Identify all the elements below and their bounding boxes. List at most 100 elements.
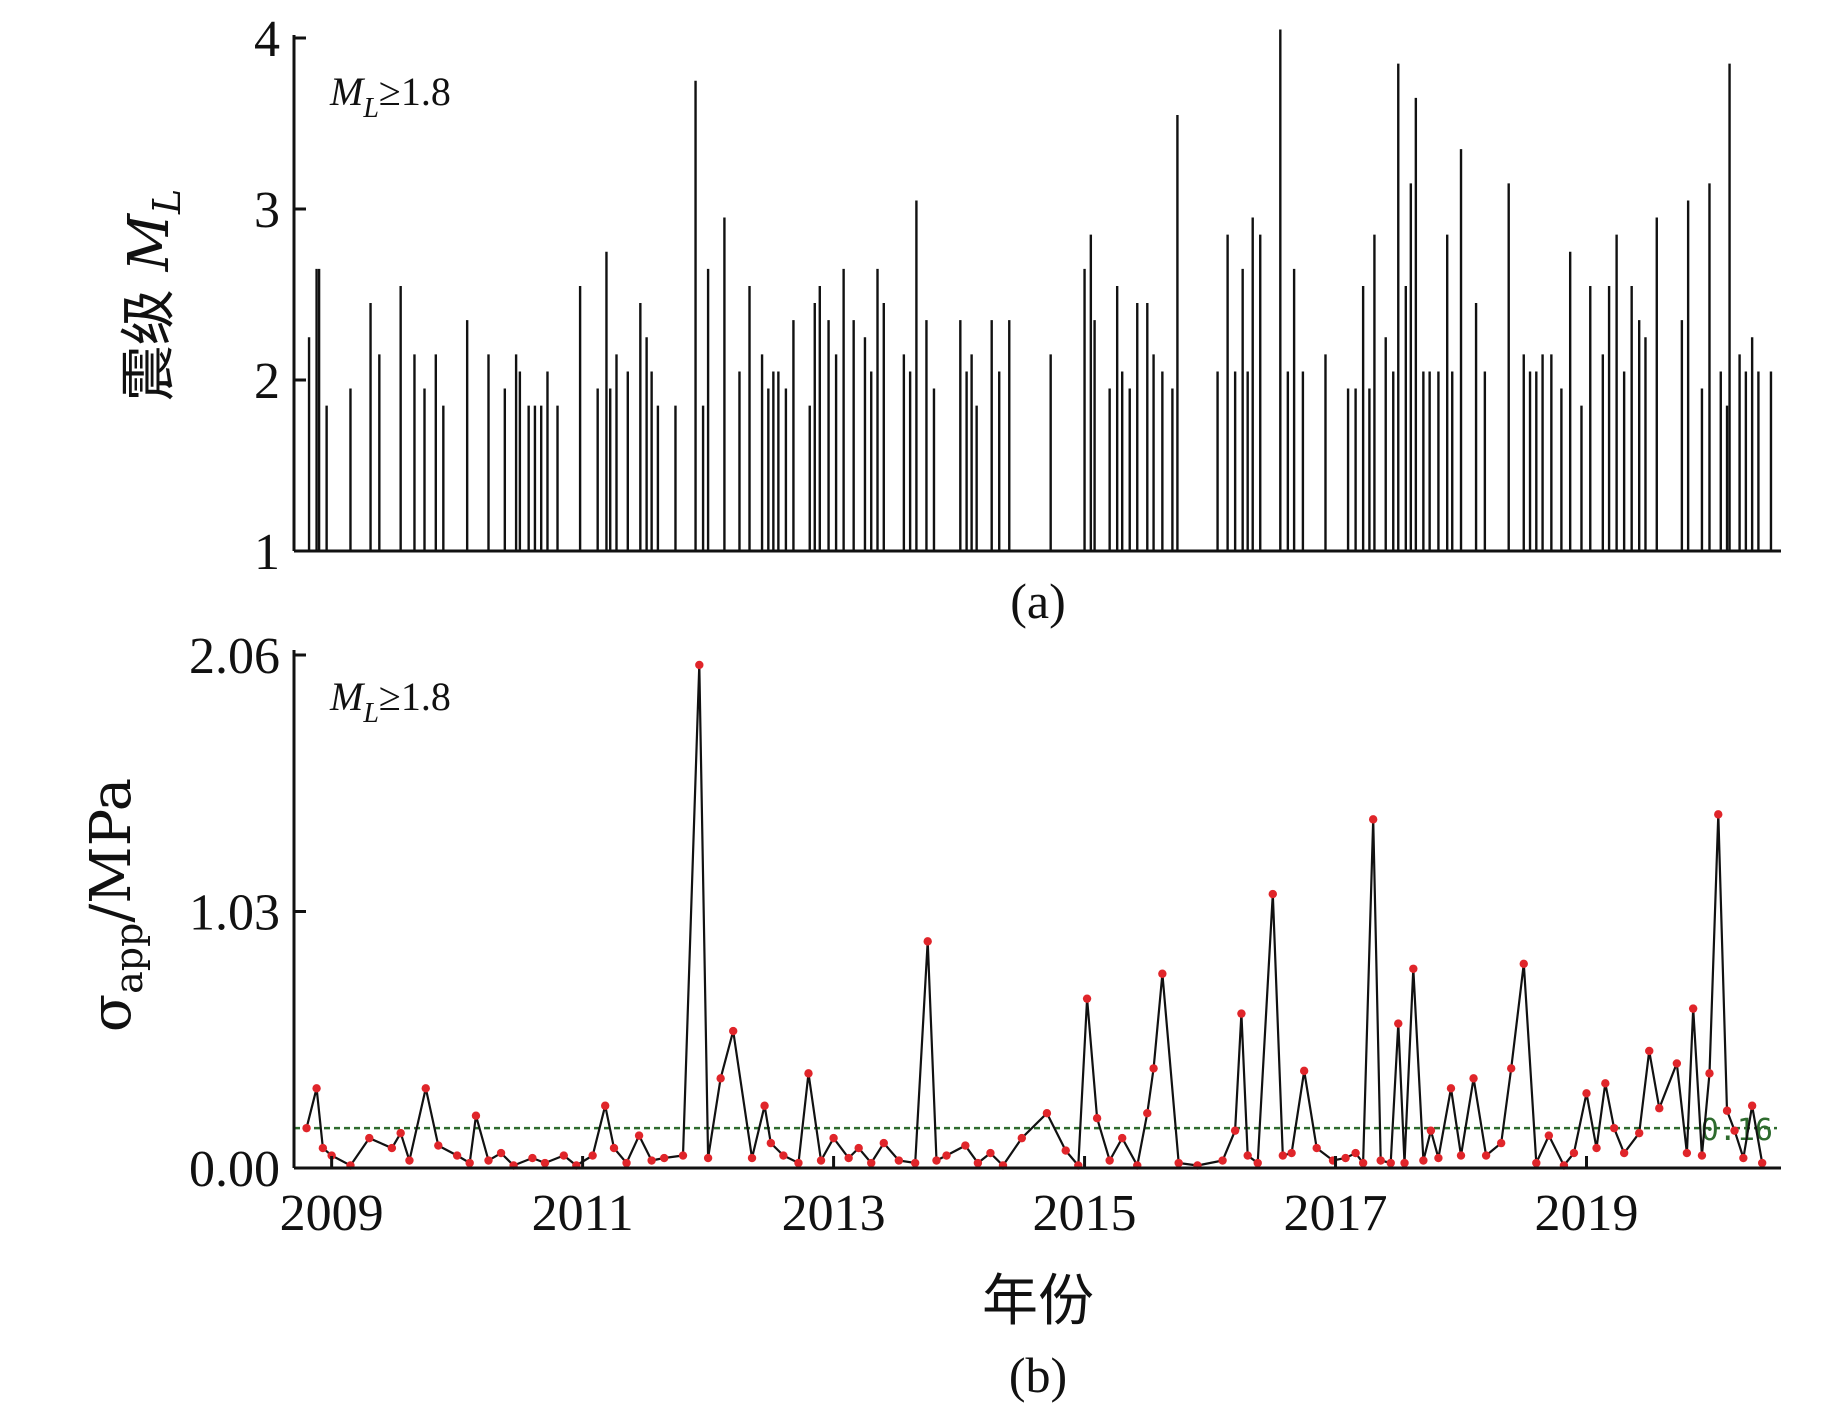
data-point	[1519, 959, 1528, 968]
data-point	[747, 1153, 757, 1163]
series-line	[305, 664, 1764, 1169]
data-point	[1386, 1158, 1395, 1168]
data-point	[1469, 1074, 1478, 1083]
panel-b-apparent-stress-chart: 0.16 0.001.032.06 2009 2011 2013 2015 2017 20…	[79, 628, 1781, 1403]
data-point	[1368, 815, 1378, 824]
data-point	[1705, 1069, 1714, 1078]
data-point	[1341, 1153, 1350, 1163]
data-point	[1426, 1126, 1436, 1135]
data-point	[1655, 1104, 1664, 1113]
data-point	[779, 1151, 788, 1160]
data-point	[1174, 1158, 1183, 1168]
data-point	[1082, 994, 1092, 1003]
data-point	[1722, 1106, 1732, 1115]
data-point	[1592, 1143, 1601, 1153]
data-point	[1688, 1004, 1698, 1013]
data-point	[1672, 1059, 1682, 1068]
data-point	[1105, 1156, 1114, 1165]
data-point	[1609, 1123, 1619, 1133]
data-point	[327, 1151, 336, 1160]
data-point	[1569, 1148, 1579, 1158]
data-point	[1496, 1138, 1506, 1148]
data-point	[434, 1141, 443, 1150]
data-point	[867, 1158, 876, 1168]
data-point	[703, 1153, 713, 1163]
apparent-stress-series	[305, 664, 1764, 1169]
panel-label-b: (b)	[1009, 1347, 1067, 1403]
data-point	[312, 1084, 321, 1093]
data-point	[1092, 1113, 1102, 1123]
data-point	[318, 1143, 328, 1153]
data-point	[1230, 1126, 1240, 1135]
data-point	[1218, 1156, 1227, 1165]
data-point	[923, 937, 932, 946]
data-point	[659, 1153, 669, 1163]
data-point	[932, 1156, 941, 1165]
data-point	[1697, 1151, 1707, 1160]
data-point	[484, 1156, 493, 1165]
data-point	[1730, 1126, 1739, 1135]
data-point	[728, 1026, 738, 1036]
y-tick-label: 4	[254, 11, 280, 68]
data-point	[766, 1138, 776, 1148]
data-point	[528, 1153, 537, 1163]
y-tick-label: 1	[254, 524, 280, 581]
magnitude-threshold-label: ML≥1.8	[329, 69, 451, 124]
data-point	[471, 1111, 481, 1120]
x-tick-label: 2017	[1284, 1185, 1388, 1242]
magnitude-bars	[307, 29, 1773, 551]
data-point	[1682, 1148, 1692, 1158]
data-point	[1507, 1064, 1516, 1073]
data-point	[609, 1143, 619, 1153]
data-point	[405, 1156, 414, 1165]
x-ticks: 2009 2011 2013 2015 2017 2019	[280, 1156, 1638, 1242]
data-point	[1042, 1109, 1052, 1118]
data-point	[829, 1133, 838, 1143]
data-point	[1143, 1109, 1152, 1118]
data-point	[452, 1151, 462, 1160]
data-point	[1243, 1151, 1252, 1160]
data-point	[1481, 1151, 1491, 1160]
magnitude-threshold-label: ML≥1.8	[329, 674, 451, 729]
data-point	[540, 1158, 550, 1168]
data-point	[986, 1148, 995, 1158]
data-point	[1358, 1158, 1368, 1168]
y-tick-label: 0.00	[189, 1141, 280, 1198]
y-tick-label: 2	[254, 353, 280, 410]
data-point	[910, 1158, 920, 1168]
data-point	[1312, 1143, 1321, 1153]
data-point	[634, 1131, 644, 1140]
x-tick-label: 2011	[532, 1185, 634, 1242]
data-point	[1351, 1148, 1360, 1158]
y-ticks: 0.00 1.03 2.06	[189, 628, 306, 1198]
data-point	[1061, 1146, 1070, 1155]
data-point	[794, 1158, 803, 1168]
data-point	[1299, 1066, 1309, 1076]
data-point	[1237, 1009, 1246, 1018]
data-point	[894, 1156, 904, 1165]
data-point	[1158, 969, 1167, 978]
data-point	[760, 1101, 769, 1110]
data-point	[1532, 1158, 1541, 1168]
data-point	[1253, 1158, 1262, 1168]
data-point	[973, 1158, 983, 1168]
data-point	[1419, 1156, 1428, 1165]
data-point	[1544, 1131, 1554, 1140]
data-point	[695, 660, 704, 670]
y-ticks: 1 2 3 4	[254, 11, 306, 581]
data-point	[942, 1151, 951, 1160]
data-point	[961, 1141, 970, 1150]
data-point	[396, 1128, 405, 1138]
x-tick-label: 2009	[280, 1185, 384, 1242]
data-point	[465, 1158, 474, 1168]
data-point	[622, 1158, 631, 1168]
reference-line-group: 0.16	[294, 1113, 1777, 1148]
data-point	[1601, 1079, 1610, 1088]
data-point	[365, 1133, 374, 1143]
data-point	[879, 1138, 888, 1148]
y-tick-label: 1.03	[189, 885, 280, 942]
data-point	[496, 1148, 506, 1158]
data-point	[1747, 1101, 1757, 1110]
data-point	[1118, 1133, 1127, 1143]
